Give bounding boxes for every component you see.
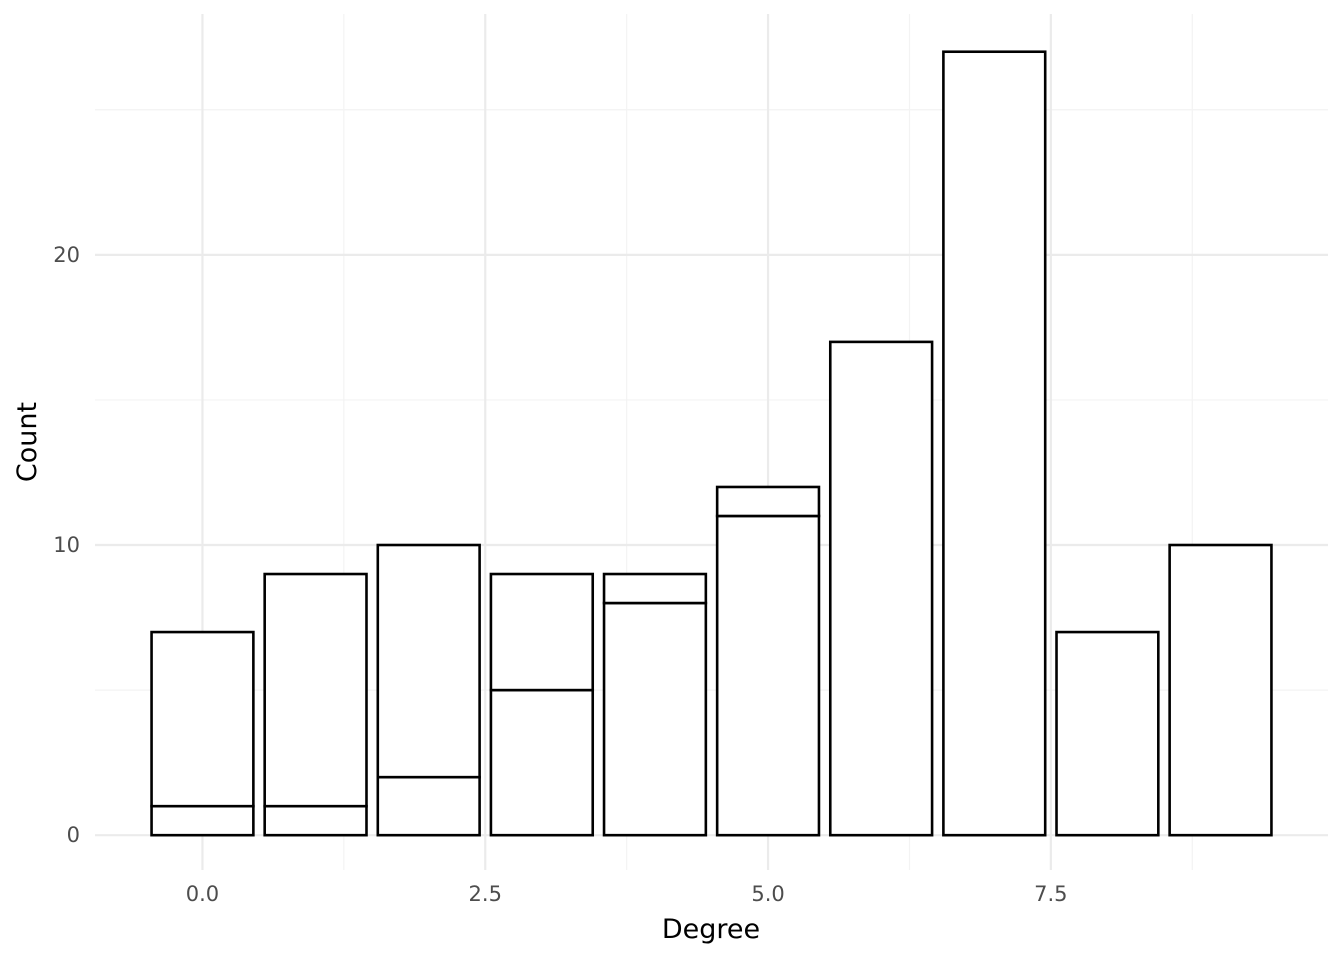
- bar-degree-8-segment-0: [1055, 630, 1160, 837]
- y-tick-label-2: 20: [53, 243, 80, 267]
- bar-degree-1-segment-1: [263, 572, 368, 808]
- x-tick-label-0: 0.0: [186, 882, 219, 906]
- x-axis-title: Degree: [662, 914, 760, 945]
- bar-degree-4-segment-1: [602, 572, 708, 605]
- bar-degree-0-segment-0: [150, 804, 255, 837]
- x-tick-label-1: 2.5: [469, 882, 502, 906]
- y-tick-labels: 0 10 20: [53, 243, 80, 847]
- x-tick-labels: 0.0 2.5 5.0 7.5: [186, 882, 1068, 906]
- bar-degree-4-segment-0: [602, 601, 708, 837]
- bar-degree-2-segment-0: [376, 775, 481, 837]
- y-tick-label-1: 10: [53, 533, 80, 557]
- bar-degree-0-segment-1: [150, 630, 255, 808]
- bar-degree-1-segment-0: [263, 804, 368, 837]
- x-tick-label-3: 7.5: [1034, 882, 1067, 906]
- y-tick-label-0: 0: [67, 823, 80, 847]
- bar-degree-3-segment-0: [489, 688, 595, 837]
- bar-degree-6-segment-0: [828, 340, 934, 837]
- bars: [150, 50, 1273, 837]
- bar-degree-9-segment-0: [1168, 543, 1273, 837]
- bar-degree-5-segment-0: [715, 514, 821, 837]
- bar-degree-7-segment-0: [942, 50, 1047, 837]
- y-axis-title: Count: [12, 402, 43, 482]
- x-tick-label-2: 5.0: [751, 882, 784, 906]
- bar-degree-3-segment-1: [489, 572, 595, 692]
- bar-degree-2-segment-1: [376, 543, 481, 779]
- bar-degree-5-segment-1: [715, 485, 821, 518]
